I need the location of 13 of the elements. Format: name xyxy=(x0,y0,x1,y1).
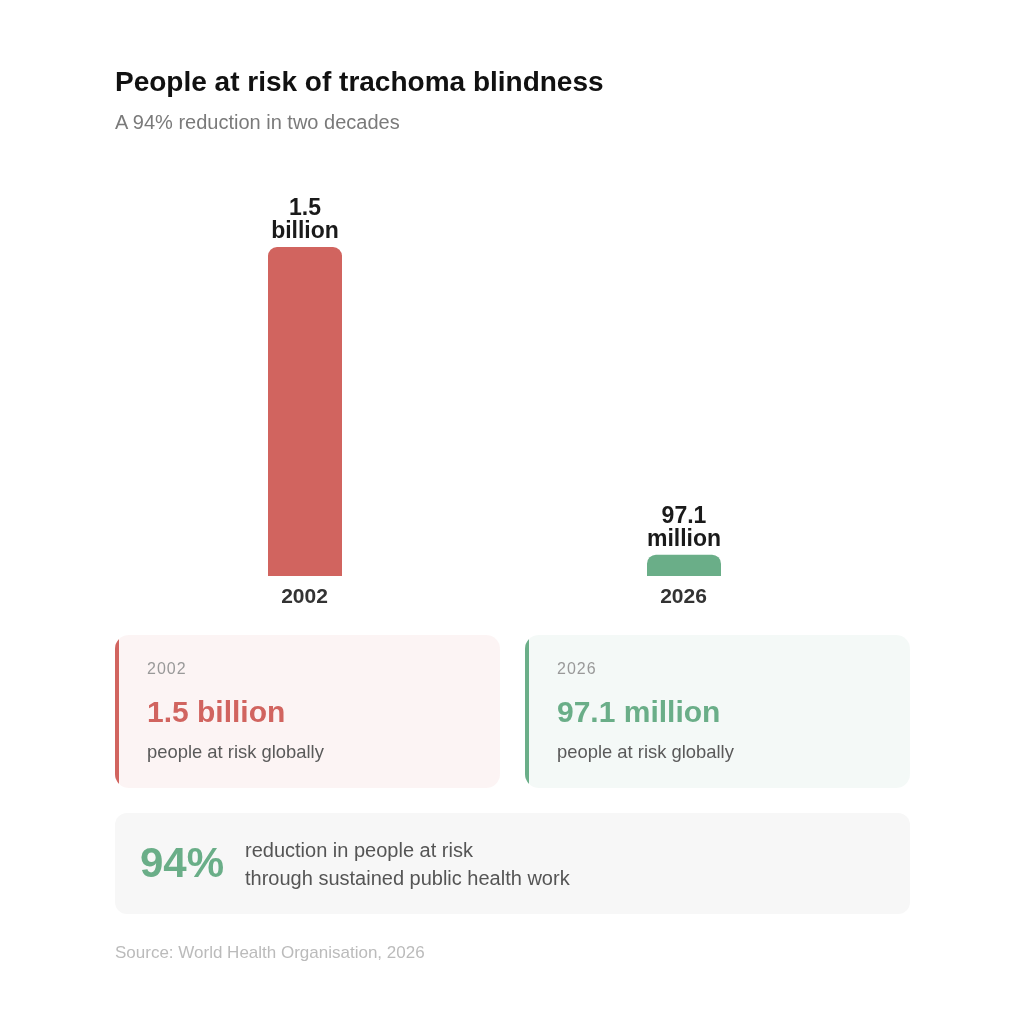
text: 1.5 billion xyxy=(147,695,286,729)
text: reduction in people at risk through sustained public health work xyxy=(245,838,570,891)
chart-subtitle: A 94% reduction in two decades xyxy=(115,110,400,134)
text: 2026 xyxy=(557,660,597,678)
text: people at risk globally xyxy=(147,741,324,763)
text: 2002 xyxy=(147,660,187,678)
text: 94% xyxy=(140,839,225,887)
text: 97.1 million xyxy=(557,695,721,729)
data-label: 1.5 billion xyxy=(271,194,339,243)
chart-title: People at risk of trachoma blindness xyxy=(115,65,604,99)
source-note: Source: World Health Organisation, 2026 xyxy=(115,942,425,963)
data-label: 97.1 million xyxy=(646,501,722,551)
text: people at risk globally xyxy=(557,741,734,763)
